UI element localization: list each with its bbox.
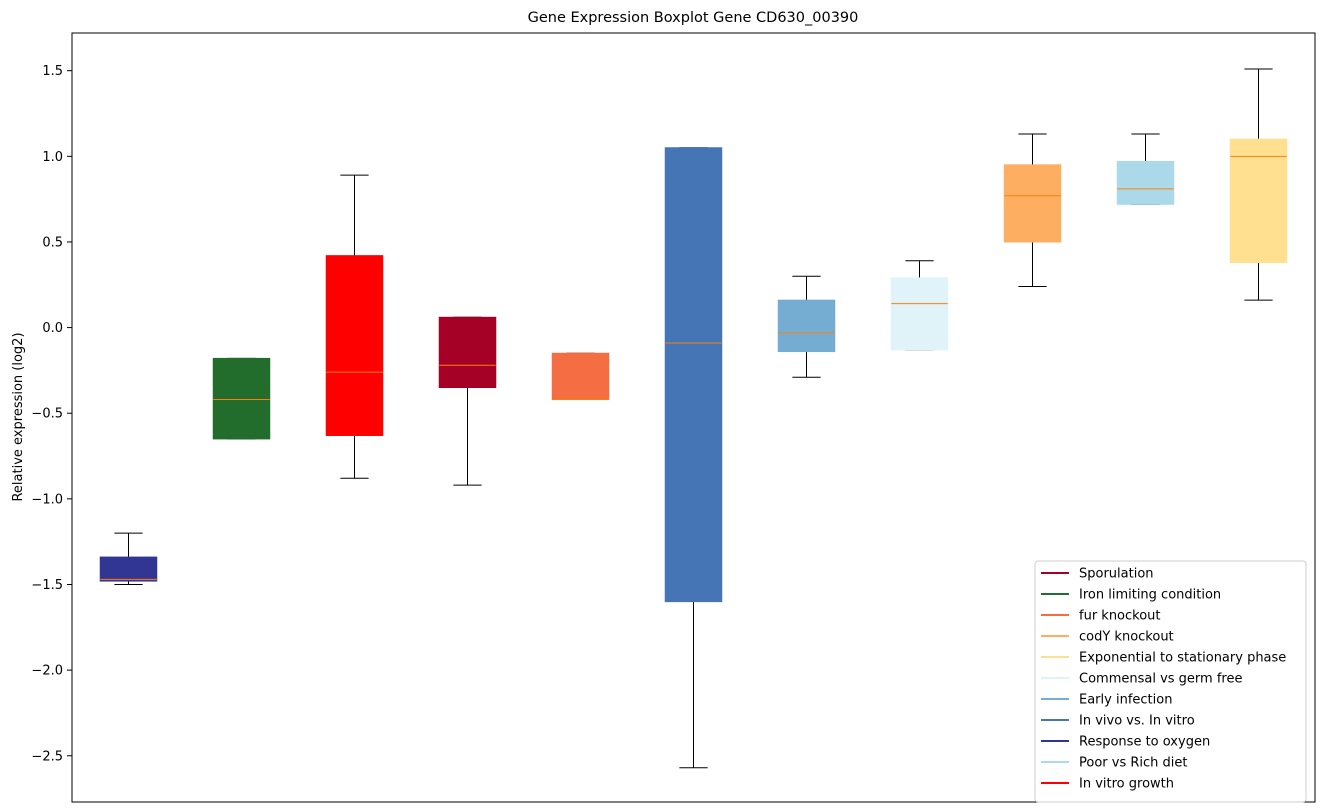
box-7 xyxy=(777,275,836,378)
y-tick-label: 1.0 xyxy=(42,150,63,165)
y-tick-label: 0.5 xyxy=(42,235,63,250)
legend-item: Exponential to stationary phase xyxy=(1041,651,1286,666)
box-body xyxy=(890,277,949,351)
y-axis: 1.5 1.0 0.5 0.0 −0.5 −1.0 −1.5 −2.0 −2.5 xyxy=(31,64,72,764)
legend-item: Iron limiting condition xyxy=(1041,588,1221,603)
box-6 xyxy=(664,147,723,769)
legend-label: codY knockout xyxy=(1079,630,1174,645)
box-body xyxy=(664,147,723,603)
legend-label: Early infection xyxy=(1079,693,1172,708)
box-body xyxy=(99,556,158,582)
legend-label: Commensal vs germ free xyxy=(1079,672,1242,687)
legend-item: In vitro growth xyxy=(1041,777,1174,792)
box-body xyxy=(1229,138,1288,264)
legend-box xyxy=(1034,560,1307,803)
legend-item: Poor vs Rich diet xyxy=(1041,756,1187,771)
box-body xyxy=(1003,164,1062,243)
legend-label: fur knockout xyxy=(1079,609,1161,624)
box-5 xyxy=(551,352,610,401)
box-2 xyxy=(212,357,271,440)
y-tick-label: −2.5 xyxy=(31,749,63,764)
y-tick-label: −1.5 xyxy=(31,578,63,593)
legend-item: fur knockout xyxy=(1041,609,1161,624)
legend-item: Sporulation xyxy=(1041,567,1154,582)
legend-item: In vivo vs. In vitro xyxy=(1041,714,1195,729)
legend-label: Exponential to stationary phase xyxy=(1079,651,1286,666)
box-8 xyxy=(890,260,949,351)
plot-frame xyxy=(71,32,1316,803)
y-tick-label: 0.0 xyxy=(42,321,63,336)
box-1 xyxy=(99,532,158,585)
box-body xyxy=(1116,160,1175,205)
legend-label: Iron limiting condition xyxy=(1079,588,1221,603)
y-tick-label: −1.0 xyxy=(31,492,63,507)
box-body xyxy=(777,299,836,353)
box-body xyxy=(212,357,271,440)
box-body xyxy=(325,255,384,436)
box-3 xyxy=(325,174,384,479)
chart-title: Gene Expression Boxplot Gene CD630_00390 xyxy=(528,10,859,26)
y-tick-label: 1.5 xyxy=(42,64,63,79)
legend-item: Commensal vs germ free xyxy=(1041,672,1242,687)
box-11 xyxy=(1229,68,1288,301)
legend-label: Response to oxygen xyxy=(1079,735,1210,750)
y-tick-label: −2.0 xyxy=(31,664,63,679)
legend-label: Sporulation xyxy=(1079,567,1154,582)
y-axis-label: Relative expression (log2) xyxy=(11,332,26,501)
box-9 xyxy=(1003,133,1062,287)
legend-item: Early infection xyxy=(1041,693,1172,708)
y-tick-label: −0.5 xyxy=(31,407,63,422)
box-body xyxy=(438,316,497,389)
box-4 xyxy=(438,316,497,486)
legend: Sporulation Iron limiting condition fur kn… xyxy=(1034,560,1307,803)
legend-label: Poor vs Rich diet xyxy=(1079,756,1187,771)
legend-item: Response to oxygen xyxy=(1041,735,1210,750)
box-body xyxy=(551,352,610,401)
legend-label: In vitro growth xyxy=(1079,777,1174,792)
box-10 xyxy=(1116,133,1175,205)
boxes-layer xyxy=(99,68,1288,769)
legend-label: In vivo vs. In vitro xyxy=(1079,714,1195,729)
legend-item: codY knockout xyxy=(1041,630,1174,645)
